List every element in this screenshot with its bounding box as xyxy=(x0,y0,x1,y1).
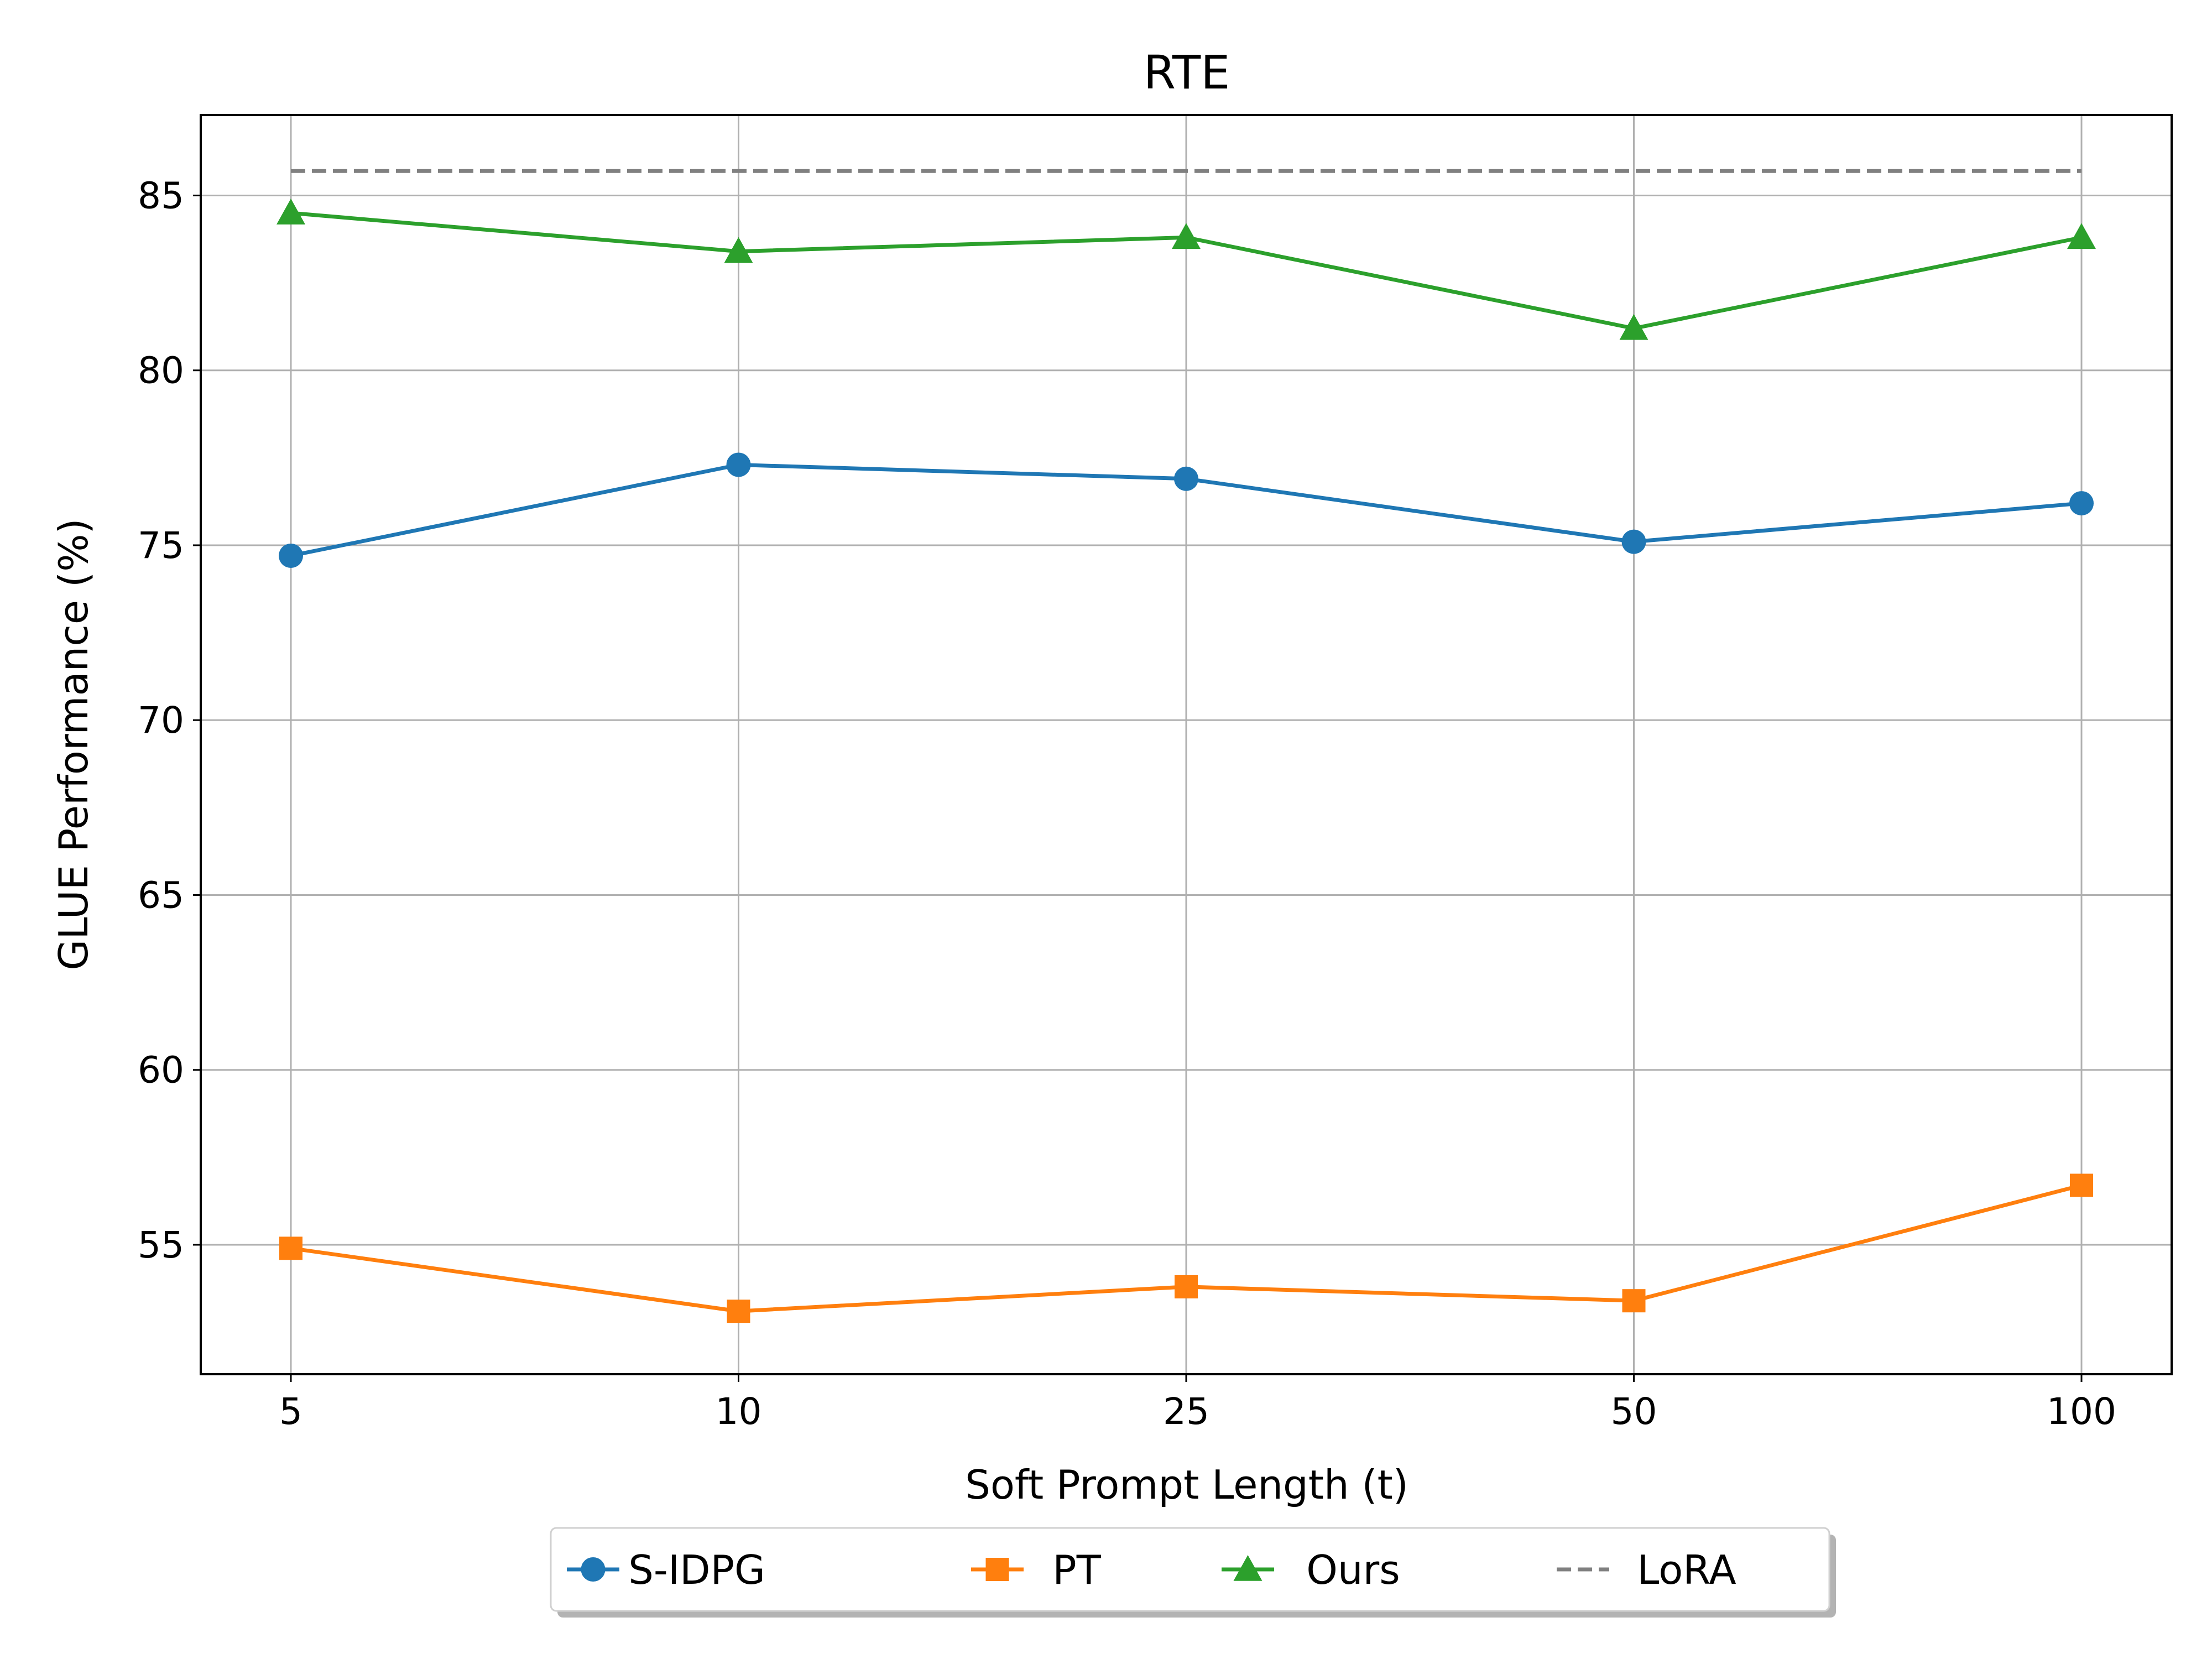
legend-marker-ours xyxy=(1233,1555,1262,1581)
data-point-ours xyxy=(1172,223,1201,249)
legend-label-ours: Ours xyxy=(1306,1547,1400,1593)
series-s-idpg xyxy=(279,452,2094,568)
legend-marker-pt xyxy=(985,1558,1009,1581)
data-point-pt xyxy=(279,1237,302,1260)
y-tick-label: 75 xyxy=(138,524,184,567)
x-tick-label: 50 xyxy=(1611,1390,1657,1433)
data-point-pt xyxy=(727,1300,750,1323)
grid xyxy=(201,115,2172,1374)
y-tick-label: 70 xyxy=(138,699,184,742)
y-tick-label: 85 xyxy=(138,174,184,217)
x-axis-label: Soft Prompt Length (t) xyxy=(965,1462,1408,1508)
legend-item-lora: LoRA xyxy=(1557,1547,1736,1593)
x-tick-label: 5 xyxy=(279,1390,302,1433)
series-pt xyxy=(279,1173,2093,1323)
data-point-s-idpg xyxy=(2069,491,2094,516)
legend: S-IDPG PT Ours LoRA xyxy=(550,1527,1836,1618)
y-tick-label: 65 xyxy=(138,874,184,916)
legend-label-pt: PT xyxy=(1052,1547,1101,1593)
ticks: 5 10 25 50 100 55 60 65 70 75 80 85 xyxy=(138,174,2116,1433)
series-layer xyxy=(276,169,2096,1323)
data-point-pt xyxy=(2070,1173,2093,1197)
x-tick-label: 25 xyxy=(1163,1390,1209,1433)
y-axis-label: GLUE Performance (%) xyxy=(50,518,97,970)
data-point-s-idpg xyxy=(1174,466,1198,491)
data-point-s-idpg xyxy=(1621,529,1646,554)
legend-item-pt: PT xyxy=(971,1547,1102,1593)
chart-title: RTE xyxy=(1144,45,1230,100)
series-ours xyxy=(276,199,2096,340)
y-tick-label: 55 xyxy=(138,1224,184,1266)
legend-label-s-idpg: S-IDPG xyxy=(628,1547,765,1593)
y-tick-label: 60 xyxy=(138,1049,184,1092)
data-point-s-idpg xyxy=(726,452,751,477)
legend-label-lora: LoRA xyxy=(1637,1547,1736,1593)
data-point-ours xyxy=(724,237,753,263)
legend-box xyxy=(550,1527,1830,1612)
legend-item-s-idpg: S-IDPG xyxy=(567,1547,765,1593)
legend-marker-s-idpg xyxy=(581,1557,606,1582)
legend-item-ours: Ours xyxy=(1222,1547,1400,1593)
data-point-ours xyxy=(1619,314,1648,340)
x-tick-label: 10 xyxy=(716,1390,762,1433)
data-point-pt xyxy=(1622,1289,1646,1313)
x-tick-label: 100 xyxy=(2047,1390,2116,1433)
data-point-ours xyxy=(276,199,305,225)
y-tick-label: 80 xyxy=(138,349,184,392)
data-point-s-idpg xyxy=(279,543,303,568)
data-point-ours xyxy=(2067,223,2096,249)
data-point-pt xyxy=(1175,1275,1198,1298)
